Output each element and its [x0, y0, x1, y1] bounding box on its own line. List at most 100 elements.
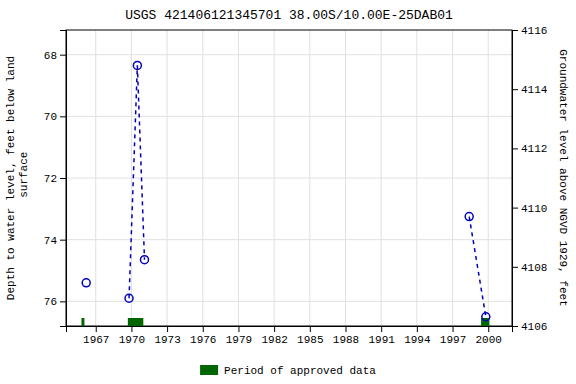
x-axis-tick-mark: [381, 326, 382, 332]
x-axis-tick: 1967: [83, 326, 109, 346]
x-axis-tick: 1979: [226, 326, 252, 346]
y2-axis-tick: 4106: [512, 321, 547, 333]
y2-axis-tick-label: 4114: [521, 84, 548, 96]
x-axis-tick-label: 1997: [440, 334, 466, 346]
x-axis-tick-mark: [96, 326, 97, 332]
y-axis-tick-label: 70: [44, 111, 57, 123]
y-axis-tick: 74: [44, 235, 66, 247]
y2-axis-tick-label: 4110: [521, 203, 547, 215]
dashed-line: [129, 65, 137, 298]
x-axis-tick-mark: [131, 326, 132, 332]
x-axis-tick-label: 1979: [226, 334, 252, 346]
x-axis-tick: 1985: [297, 326, 323, 346]
x-axis-tick-label: 1970: [119, 334, 145, 346]
x-axis-tick-label: 1991: [368, 334, 395, 346]
y2-axis-tick-mark: [512, 208, 518, 209]
title: USGS 421406121345701 38.00S/10.00E-25DAB…: [125, 8, 453, 23]
y2-axis-tick-mark: [512, 30, 518, 31]
legend: Period of approved data: [200, 365, 376, 377]
y-axis-tick: 68: [44, 50, 66, 62]
y-axis-tick-mark: [60, 116, 66, 117]
data-point: [140, 256, 148, 264]
y-axis-tick-mark: [60, 301, 66, 302]
x-axis-tick: 1997: [440, 326, 466, 346]
x-axis-line: [67, 327, 513, 333]
x-axis-tick-mark: [310, 326, 311, 332]
approved-period: [81, 318, 84, 326]
x-axis-tick: 1973: [154, 326, 180, 346]
y-axis-tick-mark: [60, 55, 66, 56]
y-axis-tick: 72: [44, 173, 66, 185]
plot: 1967 1970 1973 1976 1979 1982 1985 1988 1991 1994…: [5, 25, 569, 346]
x-axis-tick-mark: [488, 326, 489, 332]
x-axis-tick-mark: [167, 326, 168, 332]
x-axis-tick-label: 1967: [83, 334, 109, 346]
data-layer: [81, 61, 489, 326]
y2-axis-tick: 4112: [512, 143, 547, 155]
x-axis-tick-mark: [417, 326, 418, 332]
legend-item: Period of approved data: [200, 365, 376, 377]
x-axis-tick-label: 1982: [261, 334, 287, 346]
data-point: [482, 313, 490, 321]
y2-axis-tick: 4110: [512, 203, 547, 215]
y2-axis-tick: 4108: [512, 262, 547, 274]
y2-axis-label: Groundwater level above NGVD 1929, feet: [557, 49, 569, 306]
grid-line-y: [66, 54, 512, 55]
x-axis-tick-mark: [203, 326, 204, 332]
x-axis-tick-mark: [238, 326, 239, 332]
grid-line-y: [66, 239, 512, 240]
data-point: [125, 294, 133, 302]
x-axis-tick: 1970: [119, 326, 145, 346]
x-axis-tick-label: 1988: [333, 334, 359, 346]
legend-swatch: [200, 365, 218, 375]
x-axis-tick: 1988: [333, 326, 359, 346]
x-axis-tick: 1982: [261, 326, 287, 346]
y2-axis-tick-label: 4116: [521, 25, 547, 37]
y2-axis-tick-mark: [512, 89, 518, 90]
data-point: [133, 61, 141, 69]
x-axis: 1967 1970 1973 1976 1979 1982 1985 1988 1991 1994…: [67, 326, 513, 346]
x-axis-tick-label: 2000: [476, 334, 502, 346]
y-axis-tick: 76: [44, 296, 66, 308]
y-axis-tick-mark: [60, 178, 66, 179]
y2-axis-tick-mark: [512, 326, 518, 327]
y-axis-tick-label: 68: [44, 50, 57, 62]
x-axis-tick: 1976: [190, 326, 216, 346]
y-axis-tick-mark: [60, 240, 66, 241]
y2-axis-tick-label: 4108: [521, 262, 547, 274]
y-axis-tick-label: 72: [44, 173, 57, 185]
dashed-line: [137, 65, 144, 259]
x-axis-tick-label: 1985: [297, 334, 323, 346]
legend-label: Period of approved data: [224, 365, 376, 377]
y2-axis-tick-label: 4106: [521, 321, 547, 333]
y2-axis: 4106 4108 4110 4112 4114 4116: [512, 25, 548, 333]
y2-axis-line: [513, 31, 519, 327]
y2-axis-tick-mark: [512, 267, 518, 268]
x-axis-tick: 1991: [368, 326, 395, 346]
grid-line-y: [66, 116, 512, 117]
y-axis-tick-label: 74: [44, 235, 58, 247]
chart: 1967 1970 1973 1976 1979 1982 1985 1988 1991 1994…: [0, 0, 576, 384]
y2-axis-tick: 4114: [512, 84, 548, 96]
approved-period: [128, 318, 143, 326]
y-axis-tick: 70: [44, 111, 66, 123]
x-axis-tick: 1994: [404, 326, 431, 346]
y2-axis-tick: 4116: [512, 25, 547, 37]
y-axis-line: [60, 31, 67, 327]
y-axis: 68 70 72 74 76: [44, 31, 67, 327]
x-axis-tick-mark: [345, 326, 346, 332]
y2-axis-tick-label: 4112: [521, 143, 547, 155]
x-axis-tick-label: 1994: [404, 334, 431, 346]
x-axis-tick: 2000: [476, 326, 502, 346]
data-point: [465, 213, 473, 221]
plot-frame: [66, 30, 512, 326]
y-axis-label: Depth to water level, feet below land su…: [5, 56, 30, 300]
x-axis-tick-label: 1976: [190, 334, 216, 346]
grid: [66, 30, 512, 326]
data-point: [82, 279, 90, 287]
x-axis-tick-label: 1973: [154, 334, 180, 346]
y2-axis-tick-mark: [512, 148, 518, 149]
dashed-line: [469, 217, 486, 317]
x-axis-tick-mark: [274, 326, 275, 332]
y-axis-tick-label: 76: [44, 296, 57, 308]
